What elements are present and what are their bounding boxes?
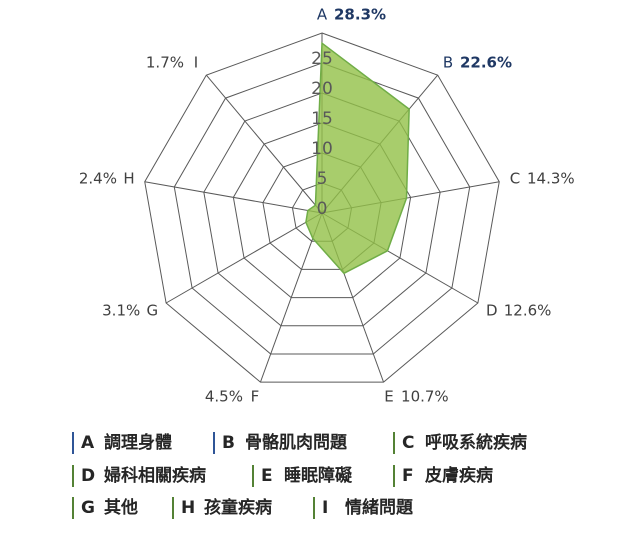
legend-label: 骨骼肌肉問題 [245,432,348,453]
category-label: G [146,302,158,320]
y-tick-label: 25 [311,49,333,69]
legend-letter: E [261,466,273,486]
legend-letter: G [81,498,95,518]
legend-label: 調理身體 [104,432,172,453]
data-area [305,41,410,275]
legend-letter: I [322,498,328,518]
category-label: B [443,53,453,71]
y-tick-label: 10 [311,139,333,159]
legend-letter: B [222,433,235,453]
y-tick-label: 15 [311,109,333,129]
value-label: 14.3% [527,169,575,187]
value-label: 12.6% [504,302,552,320]
legend-label: 婦科相關疾病 [103,465,206,486]
value-label: 3.1% [102,302,140,320]
legend-bar [252,465,254,487]
category-label: D [486,302,498,320]
value-label: 2.4% [79,169,117,187]
value-label: 1.7% [146,53,184,71]
legend-bar [313,497,315,519]
legend-bar [213,432,215,454]
legend-letter: H [181,498,195,518]
legend-letter: A [81,433,95,453]
category-label: A [317,6,328,24]
category-label: H [123,169,134,187]
spoke [144,181,323,214]
legend-bar [72,465,74,487]
value-label: 4.5% [205,388,243,406]
spoke [259,212,323,383]
legend-letter: D [81,466,95,486]
grid-ring [173,62,471,355]
outer-ring [144,32,500,383]
legend-label: 呼吸系統疾病 [425,432,527,453]
spoke [205,74,323,214]
y-tick-label: 20 [311,79,333,99]
legend-label: 其他 [104,497,138,518]
value-label: 10.7% [401,388,449,406]
legend-bar [393,432,395,454]
legend-bar [72,497,74,519]
value-label: 22.6% [460,53,512,71]
category-label: C [510,169,520,187]
legend-letter: C [402,433,414,453]
legend-label: 孩童疾病 [204,497,272,518]
grid-ring [203,92,441,327]
legend-bar [393,465,395,487]
legend-bar [172,497,174,519]
value-label: 28.3% [334,6,386,24]
legend-label: 皮膚疾病 [425,465,493,486]
legend-letter: F [402,466,414,486]
legend-label: 情緒問題 [345,497,414,518]
category-label: I [194,53,198,71]
category-label: F [251,388,260,406]
legend-label: 睡眠障礙 [284,465,353,486]
category-label: E [384,388,393,406]
y-tick-label: 0 [317,199,328,219]
spoke [165,212,323,304]
y-tick-label: 5 [317,169,328,189]
legend-bar [72,432,74,454]
